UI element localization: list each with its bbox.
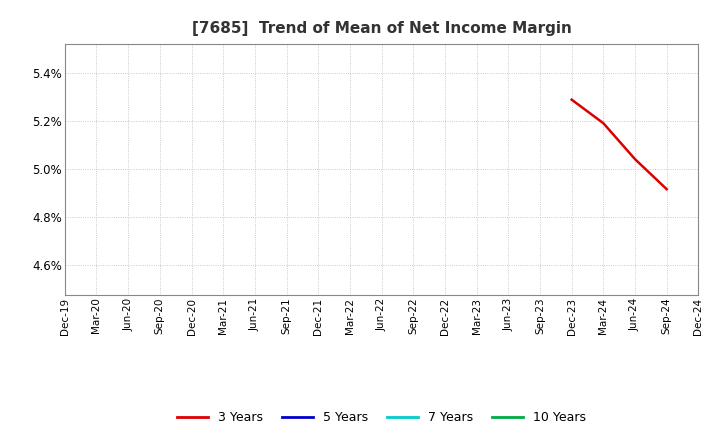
- Legend: 3 Years, 5 Years, 7 Years, 10 Years: 3 Years, 5 Years, 7 Years, 10 Years: [172, 407, 591, 429]
- 3 Years: [631, 157, 639, 162]
- Title: [7685]  Trend of Mean of Net Income Margin: [7685] Trend of Mean of Net Income Margi…: [192, 21, 572, 36]
- 3 Years: [599, 121, 608, 126]
- Line: 3 Years: 3 Years: [572, 100, 667, 189]
- 3 Years: [567, 97, 576, 103]
- 3 Years: [662, 187, 671, 192]
